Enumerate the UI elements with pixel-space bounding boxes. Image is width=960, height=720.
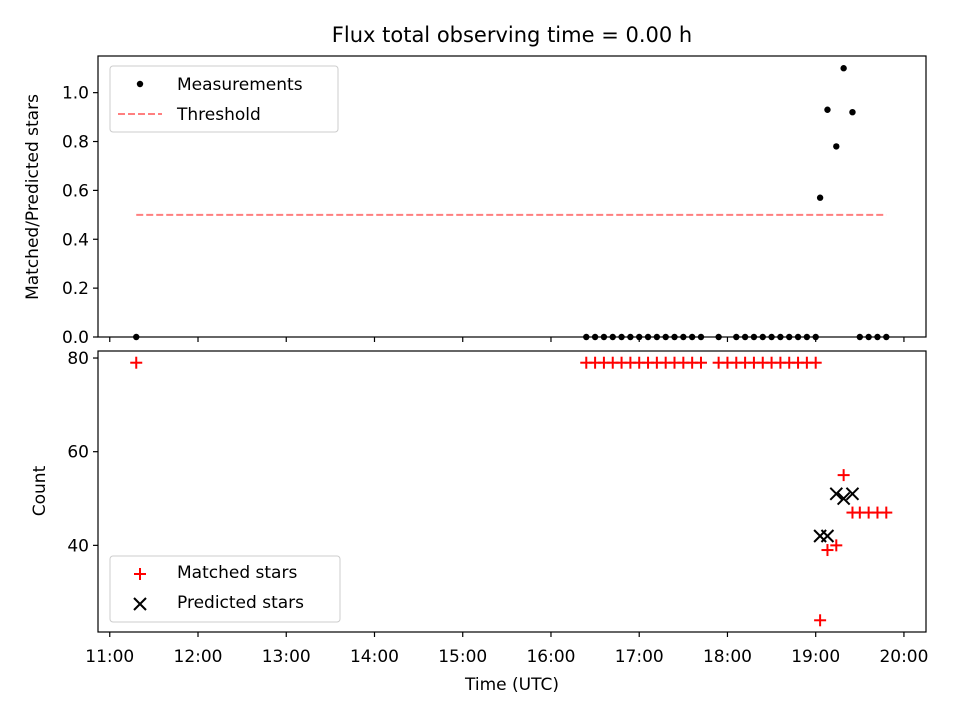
matched-star-point (830, 539, 843, 552)
legend-measurements-marker (136, 80, 144, 88)
top-y-axis: 0.0 0.2 0.4 0.6 0.8 1.0 (62, 84, 98, 348)
top-legend-box (109, 65, 339, 133)
predicted-star-point (845, 487, 860, 501)
chart-title: Flux total observing time = 0.00 h (332, 23, 692, 47)
bottom-y-tick-label: 40 (67, 536, 89, 556)
x-tick-label: 17:00 (615, 647, 664, 667)
matched-star-point (821, 544, 834, 557)
matched-star-point (130, 356, 143, 369)
legend-measurements-label: Measurements (177, 75, 303, 95)
bottom-legend-box (109, 555, 341, 623)
top-y-tick-label: 0.2 (62, 279, 89, 299)
legend-matched-marker (134, 568, 146, 580)
top-legend: Measurements Threshold (109, 65, 339, 133)
matched-star-point (809, 356, 822, 369)
bottom-y-axis-label: Count (30, 465, 50, 516)
x-tick-label: 13:00 (262, 647, 311, 667)
legend-predicted-marker (133, 597, 147, 611)
bottom-panel: 40 60 80 11:00 12:00 13:00 14:00 15:00 16:00 17:… (30, 349, 928, 695)
bottom-y-axis: 40 60 80 (67, 349, 98, 556)
bottom-y-tick-label: 60 (67, 443, 89, 463)
top-y-tick-label: 0.0 (62, 328, 89, 348)
legend-threshold-label: Threshold (176, 105, 261, 125)
measurement-point (840, 65, 847, 72)
matched-star-point (814, 614, 827, 627)
matched-star-point (880, 506, 893, 519)
measurement-point (816, 194, 824, 201)
predicted-star-point (836, 491, 851, 506)
top-y-tick-label: 0.6 (62, 181, 89, 201)
top-y-tick-label: 0.4 (62, 230, 89, 250)
measurement-point (824, 106, 831, 113)
bottom-points-layer (130, 356, 893, 627)
bottom-plot-frame (97, 350, 927, 633)
bottom-x-axis: 11:00 12:00 13:00 14:00 15:00 16:00 17:00 18:00… (85, 632, 928, 667)
x-tick-label: 19:00 (791, 647, 840, 667)
x-tick-label: 18:00 (703, 647, 752, 667)
top-y-axis-label: Matched/Predicted stars (23, 94, 43, 300)
top-y-tick-label: 0.8 (62, 133, 89, 153)
top-plot-frame (97, 55, 927, 338)
x-tick-label: 11:00 (85, 647, 134, 667)
top-panel: 0.0 0.2 0.4 0.6 0.8 1.0 Matched/Predicted sta… (23, 55, 927, 348)
x-tick-label: 14:00 (350, 647, 399, 667)
x-axis-label: Time (UTC) (464, 675, 559, 695)
matched-star-point (694, 356, 707, 369)
matched-star-point (837, 469, 850, 482)
x-tick-label: 16:00 (526, 647, 575, 667)
predicted-star-point (829, 487, 843, 501)
legend-predicted-label: Predicted stars (177, 593, 304, 613)
x-tick-label: 15:00 (438, 647, 487, 667)
x-tick-label: 20:00 (879, 647, 928, 667)
x-tick-label: 12:00 (174, 647, 223, 667)
bottom-legend: Matched stars Predicted stars (109, 555, 341, 623)
predicted-star-point (820, 529, 835, 543)
measurement-point (849, 109, 856, 116)
top-x-ticks (109, 337, 905, 342)
measurement-point (833, 143, 840, 150)
bottom-y-tick-label: 80 (67, 349, 89, 369)
legend-matched-label: Matched stars (177, 563, 297, 583)
top-y-tick-label: 1.0 (62, 84, 89, 104)
